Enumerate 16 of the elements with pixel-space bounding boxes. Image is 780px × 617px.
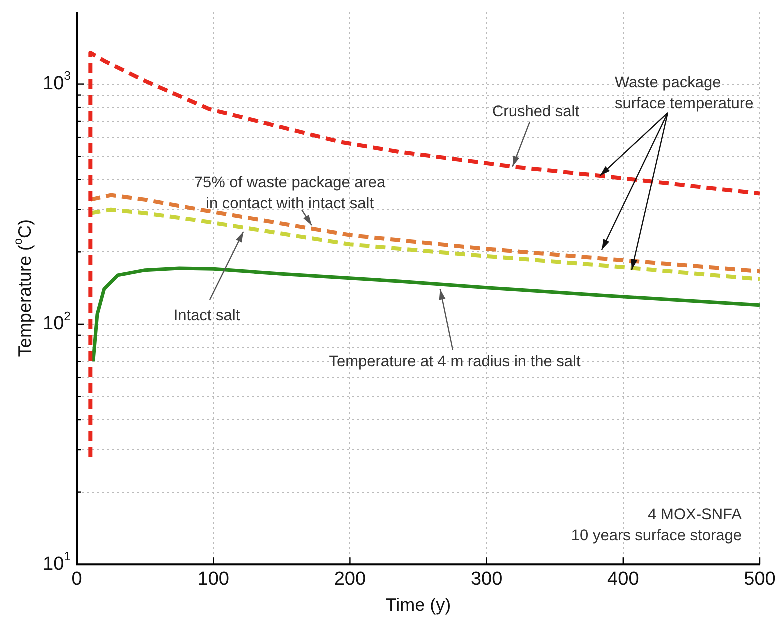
x-axis-title: Time (y): [386, 595, 452, 616]
annotation: 75% of waste package area in contact with intact salt: [194, 174, 386, 212]
annotation: Crushed salt: [492, 103, 580, 120]
x-tick-label: 500: [744, 569, 776, 590]
line-series: [88, 193, 760, 274]
annotation: Temperature at 4 m radius in the salt: [329, 353, 582, 370]
annotation: Intact salt: [174, 307, 241, 324]
y-axis-title: Temperature (oC): [12, 220, 35, 358]
x-tick-label: 100: [198, 569, 230, 590]
x-tick-label: 200: [334, 569, 366, 590]
x-tick-label: 0: [72, 569, 82, 590]
annotation: 4 MOX-SNFA 10 years surface storage: [571, 506, 743, 544]
annotation: Waste package surface temperature: [615, 74, 754, 112]
x-tick-label: 400: [608, 569, 640, 590]
x-tick-label: 300: [470, 569, 503, 590]
line-series: [88, 50, 760, 460]
